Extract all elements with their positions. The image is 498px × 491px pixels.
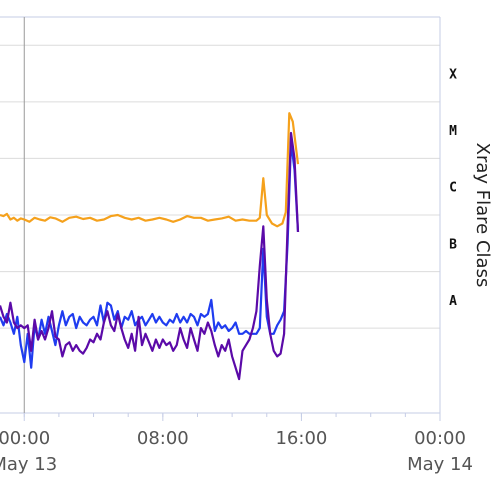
x-tick-label-1: 08:00 <box>137 428 189 449</box>
x-axis-labels: 00:00 May 13 08:00 16:00 00:00 May 14 <box>0 428 473 475</box>
flare-class-labels: X M C B A <box>449 68 457 309</box>
flare-class-a: A <box>449 294 457 309</box>
flare-class-m: M <box>449 124 457 139</box>
flare-class-x: X <box>449 68 457 83</box>
series-line-long <box>0 112 300 228</box>
x-axis-tick-marks <box>23 413 441 421</box>
flare-class-b: B <box>449 237 457 252</box>
x-date-label-3: May 14 <box>407 454 473 475</box>
y-axis-title: Xray Flare Class <box>472 143 493 288</box>
series-line-short2 <box>0 131 300 381</box>
x-tick-label-3: 00:00 <box>414 428 466 449</box>
x-tick-label-0: 00:00 <box>0 428 50 449</box>
series-group <box>0 112 300 381</box>
flare-class-c: C <box>449 181 457 196</box>
gridlines <box>0 44 440 329</box>
x-date-label-0: May 13 <box>0 454 57 475</box>
x-tick-label-2: 16:00 <box>275 428 327 449</box>
